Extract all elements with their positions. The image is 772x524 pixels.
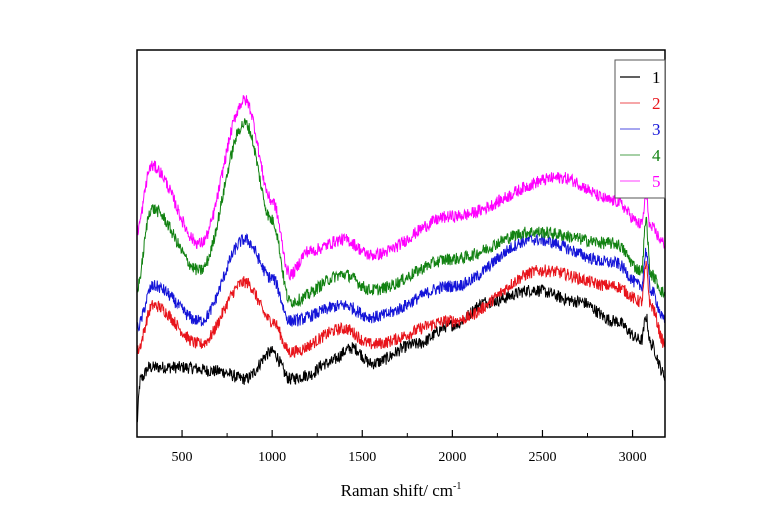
x-tick-label: 2500 <box>528 450 556 465</box>
legend-label-3: 3 <box>652 120 661 139</box>
x-tick-label: 1000 <box>258 450 286 465</box>
legend-label-4: 4 <box>652 146 661 165</box>
x-tick-label: 500 <box>172 450 193 465</box>
x-tick-label: 3000 <box>619 450 647 465</box>
legend-label-2: 2 <box>652 94 661 113</box>
series-line-4 <box>136 118 666 309</box>
plot-frame <box>136 49 666 438</box>
x-tick-label: 2000 <box>438 450 466 465</box>
series-line-2 <box>136 260 666 359</box>
series-line-5 <box>136 95 666 281</box>
series-layer <box>136 95 666 423</box>
x-tick-label: 1500 <box>348 450 376 465</box>
legend-label-5: 5 <box>652 172 661 191</box>
series-line-1 <box>136 284 666 423</box>
legend-label-1: 1 <box>652 68 661 87</box>
series-line-3 <box>136 233 666 332</box>
x-axis: 500 1000 1500 2000 2500 3000 <box>172 430 647 465</box>
x-axis-label: Raman shift/ cm-1 <box>341 481 462 500</box>
legend: 1 2 3 4 5 <box>614 59 666 199</box>
